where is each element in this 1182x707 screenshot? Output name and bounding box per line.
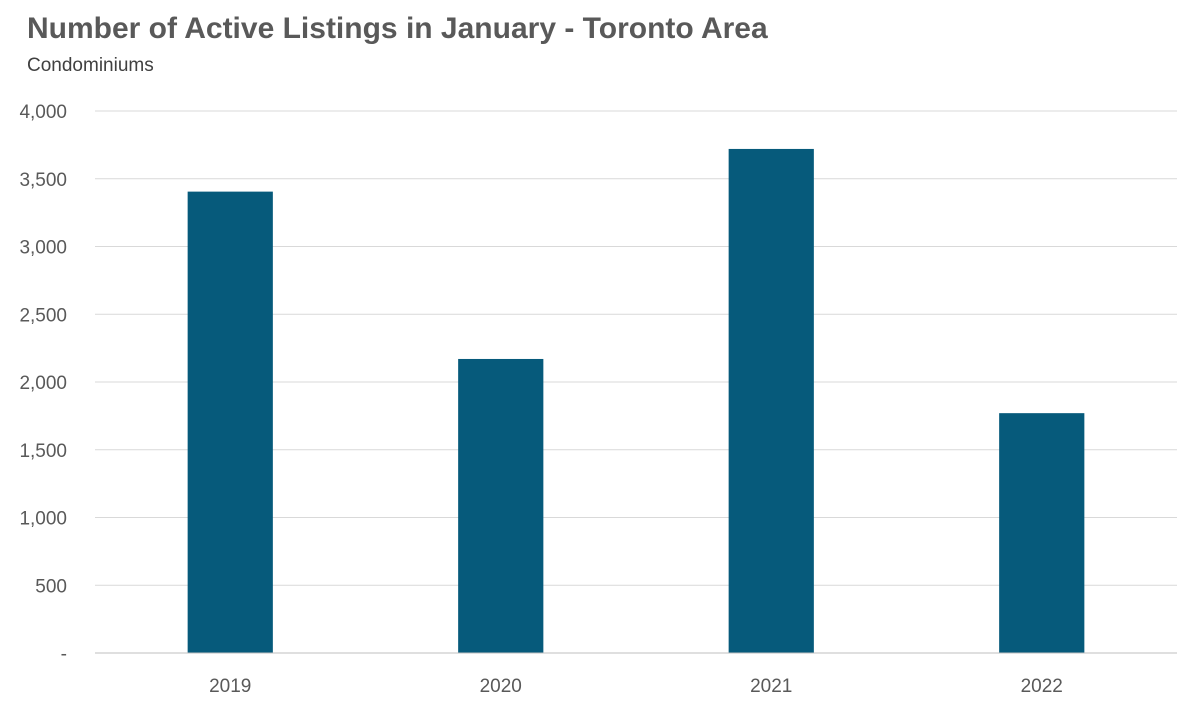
y-tick-label: 1,000 (19, 509, 67, 530)
chart-title: Number of Active Listings in January - T… (27, 12, 768, 45)
chart-subtitle: Condominiums (27, 55, 154, 76)
y-tick-label: 2,500 (19, 305, 67, 326)
bar-2021 (728, 148, 814, 653)
y-tick-label: 500 (35, 576, 67, 597)
x-tick-label: 2019 (209, 676, 251, 697)
y-tick-label: 3,000 (19, 238, 67, 259)
x-tick-label: 2021 (750, 676, 792, 697)
y-tick-label: 4,000 (19, 102, 67, 123)
gridlines (95, 110, 1177, 586)
x-tick-label: 2020 (480, 676, 522, 697)
y-tick-label: - (61, 644, 67, 665)
y-tick-label: 2,000 (19, 373, 67, 394)
bar-2022 (999, 413, 1085, 653)
y-tick-label: 1,500 (19, 441, 67, 462)
bar-2020 (458, 358, 544, 653)
x-axis-ticks: 2019 2020 2021 2022 (209, 676, 1063, 697)
y-tick-label: 3,500 (19, 170, 67, 191)
x-tick-label: 2022 (1021, 676, 1063, 697)
bar-2019 (187, 191, 273, 653)
bars (187, 148, 1085, 653)
y-axis-ticks: - 500 1,000 1,500 2,000 2,500 3,000 3,500 4,000 (19, 102, 67, 665)
